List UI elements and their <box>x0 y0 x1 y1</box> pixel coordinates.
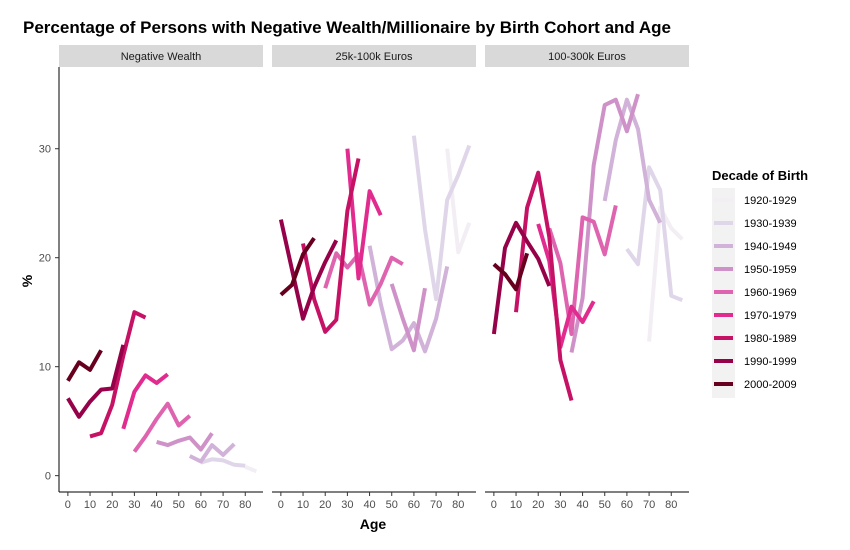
series-line <box>625 165 684 303</box>
series-line <box>492 252 530 292</box>
series-line <box>89 310 147 439</box>
x-tick-label: 50 <box>173 499 185 511</box>
y-axis-title: % <box>19 274 35 287</box>
facet-strip-label: 25k-100k Euros <box>335 51 413 63</box>
x-tick-label: 20 <box>319 499 331 511</box>
series-line <box>569 93 640 353</box>
legend-label: 1950-1959 <box>744 264 797 276</box>
series-line <box>536 223 596 350</box>
series-line <box>323 251 404 307</box>
x-tick-label: 70 <box>430 499 442 511</box>
legend-title: Decade of Birth <box>712 168 808 183</box>
legend-label: 1970-1979 <box>744 310 797 322</box>
x-tick-label: 70 <box>643 499 655 511</box>
legend: 1920-1929 1930-1939 1940-1949 1950-1959 1960… <box>712 188 797 398</box>
x-tick-label: 40 <box>363 499 375 511</box>
x-tick-label: 60 <box>621 499 633 511</box>
facet-strip-label: 100-300k Euros <box>548 51 626 63</box>
x-tick-label: 80 <box>452 499 464 511</box>
facet-panel: 100-300k Euros 0 10 20 30 40 50 60 70 80 <box>485 45 689 511</box>
series-line <box>547 204 618 336</box>
x-tick-label: 0 <box>491 499 497 511</box>
x-tick-label: 10 <box>84 499 96 511</box>
facet-panel: Negative Wealth 0 10 20 30 40 50 60 70 80 0 10 20 30 <box>39 45 263 511</box>
x-tick-label: 50 <box>599 499 611 511</box>
legend-label: 2000-2009 <box>744 379 797 391</box>
series-line <box>647 205 684 342</box>
x-tick-label: 60 <box>195 499 207 511</box>
facet-strip-label: Negative Wealth <box>121 51 202 63</box>
series-line <box>188 442 236 464</box>
x-axis-title: Age <box>360 516 387 532</box>
facet-strip <box>485 45 689 67</box>
series-line <box>121 372 169 430</box>
series-line <box>278 219 339 321</box>
x-tick-label: 30 <box>128 499 140 511</box>
x-tick-label: 10 <box>297 499 309 511</box>
series-line <box>66 349 103 382</box>
series-line <box>200 457 246 468</box>
x-tick-label: 0 <box>278 499 284 511</box>
y-tick-label: 10 <box>39 362 51 374</box>
legend-label: 1990-1999 <box>744 356 797 368</box>
x-tick-label: 80 <box>665 499 677 511</box>
series-line <box>345 148 383 281</box>
legend-label: 1940-1949 <box>744 241 797 253</box>
x-tick-label: 50 <box>386 499 398 511</box>
legend-label: 1920-1929 <box>744 195 797 207</box>
legend-label: 1980-1989 <box>744 333 797 345</box>
facet-strip <box>272 45 476 67</box>
x-tick-label: 30 <box>341 499 353 511</box>
facet-strip <box>59 45 263 67</box>
x-tick-label: 40 <box>150 499 162 511</box>
series-line <box>132 401 192 453</box>
x-tick-label: 0 <box>65 499 71 511</box>
x-tick-label: 70 <box>217 499 229 511</box>
x-tick-label: 40 <box>576 499 588 511</box>
series-line <box>389 283 427 353</box>
series-line <box>66 344 126 419</box>
y-tick-label: 20 <box>39 253 51 265</box>
series-line <box>279 236 316 297</box>
y-tick-label: 30 <box>39 144 51 156</box>
x-tick-label: 80 <box>239 499 251 511</box>
chart-title: Percentage of Persons with Negative Weal… <box>23 18 671 37</box>
series-line <box>156 432 214 452</box>
series-line <box>491 220 552 335</box>
series-line <box>411 135 472 302</box>
x-tick-label: 30 <box>554 499 566 511</box>
legend-label: 1930-1939 <box>744 218 797 230</box>
series-line <box>445 148 472 255</box>
series-line <box>244 465 258 474</box>
series-line <box>514 170 574 402</box>
x-tick-label: 20 <box>532 499 544 511</box>
legend-label: 1960-1969 <box>744 287 797 299</box>
x-tick-label: 20 <box>106 499 118 511</box>
x-tick-label: 10 <box>510 499 522 511</box>
y-tick-label: 0 <box>45 471 51 483</box>
facet-panel: 25k-100k Euros 0 10 20 30 40 50 60 70 80 <box>272 45 476 511</box>
x-tick-label: 60 <box>408 499 420 511</box>
